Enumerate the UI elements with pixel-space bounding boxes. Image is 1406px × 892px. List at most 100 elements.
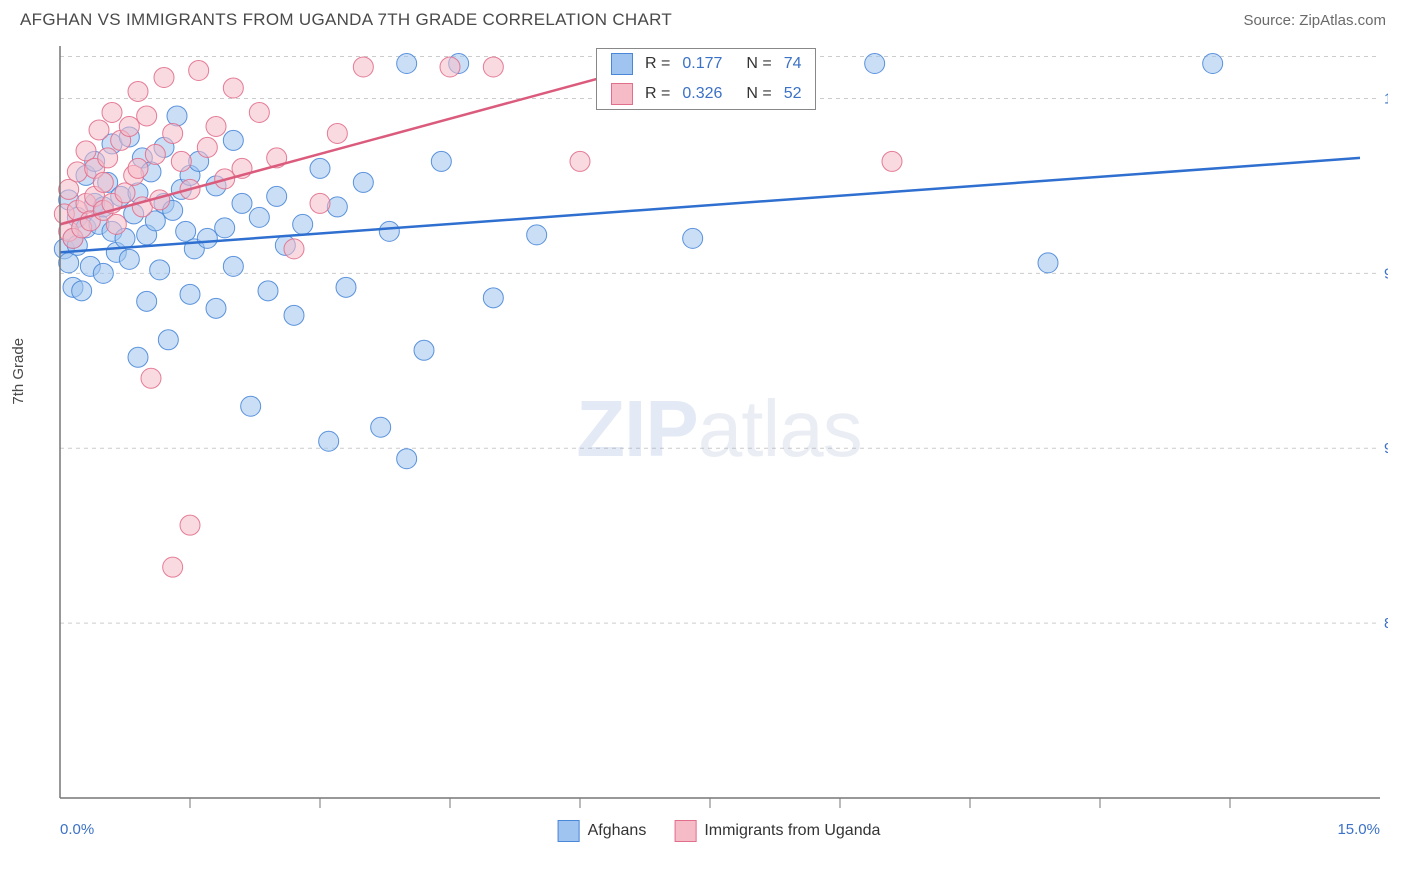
- legend-swatch: [674, 820, 696, 842]
- scatter-point-afghans: [483, 288, 503, 308]
- scatter-point-afghans: [1038, 253, 1058, 273]
- scatter-point-afghans: [527, 225, 547, 245]
- scatter-point-uganda: [154, 67, 174, 87]
- scatter-point-afghans: [167, 106, 187, 126]
- scatter-point-afghans: [336, 277, 356, 297]
- x-end-label: 15.0%: [1337, 821, 1380, 838]
- scatter-point-uganda: [171, 151, 191, 171]
- y-tick-label: 100.0%: [1384, 90, 1388, 107]
- scatter-point-uganda: [93, 172, 113, 192]
- scatter-point-afghans: [59, 253, 79, 273]
- stats-legend-row: R =0.177N =74: [597, 49, 815, 79]
- n-value: 52: [784, 85, 802, 103]
- scatter-point-afghans: [397, 449, 417, 469]
- scatter-point-uganda: [310, 193, 330, 213]
- scatter-point-afghans: [150, 260, 170, 280]
- scatter-point-afghans: [223, 256, 243, 276]
- bottom-legend-item: Afghans: [558, 820, 647, 842]
- y-tick-label: 95.0%: [1384, 265, 1388, 282]
- scatter-point-uganda: [353, 57, 373, 77]
- scatter-point-uganda: [440, 57, 460, 77]
- scatter-point-uganda: [223, 78, 243, 98]
- n-label: N =: [746, 55, 771, 73]
- scatter-point-afghans: [215, 218, 235, 238]
- r-label: R =: [645, 55, 670, 73]
- y-tick-label: 85.0%: [1384, 615, 1388, 632]
- scatter-point-afghans: [353, 172, 373, 192]
- scatter-point-uganda: [102, 102, 122, 122]
- scatter-point-afghans: [72, 281, 92, 301]
- scatter-point-uganda: [145, 144, 165, 164]
- scatter-point-afghans: [267, 186, 287, 206]
- scatter-point-uganda: [284, 239, 304, 259]
- scatter-point-afghans: [327, 197, 347, 217]
- scatter-point-afghans: [137, 291, 157, 311]
- scatter-point-uganda: [197, 137, 217, 157]
- legend-swatch: [611, 83, 633, 105]
- scatter-point-afghans: [176, 221, 196, 241]
- scatter-point-uganda: [59, 179, 79, 199]
- chart-title: AFGHAN VS IMMIGRANTS FROM UGANDA 7TH GRA…: [20, 10, 672, 30]
- scatter-point-uganda: [163, 557, 183, 577]
- scatter-point-uganda: [89, 120, 109, 140]
- scatter-point-uganda: [483, 57, 503, 77]
- scatter-point-afghans: [119, 249, 139, 269]
- scatter-point-uganda: [119, 116, 139, 136]
- scatter-point-afghans: [158, 330, 178, 350]
- scatter-point-afghans: [371, 417, 391, 437]
- y-tick-label: 90.0%: [1384, 440, 1388, 457]
- scatter-point-uganda: [163, 123, 183, 143]
- bottom-legend: AfghansImmigrants from Uganda: [558, 820, 881, 842]
- scatter-point-afghans: [414, 340, 434, 360]
- legend-swatch: [558, 820, 580, 842]
- scatter-point-afghans: [310, 158, 330, 178]
- scatter-point-uganda: [67, 162, 87, 182]
- scatter-point-afghans: [249, 207, 269, 227]
- scatter-point-uganda: [882, 151, 902, 171]
- scatter-point-uganda: [98, 148, 118, 168]
- scatter-point-uganda: [128, 158, 148, 178]
- scatter-point-uganda: [180, 515, 200, 535]
- x-start-label: 0.0%: [60, 821, 94, 838]
- scatter-point-afghans: [1203, 53, 1223, 73]
- scatter-point-uganda: [76, 141, 96, 161]
- header: AFGHAN VS IMMIGRANTS FROM UGANDA 7TH GRA…: [0, 0, 1406, 38]
- y-axis-label: 7th Grade: [10, 338, 27, 405]
- scatter-point-afghans: [865, 53, 885, 73]
- scatter-point-afghans: [128, 347, 148, 367]
- scatter-point-afghans: [241, 396, 261, 416]
- scatter-point-uganda: [115, 183, 135, 203]
- scatter-point-afghans: [258, 281, 278, 301]
- scatter-point-uganda: [141, 368, 161, 388]
- scatter-point-uganda: [570, 151, 590, 171]
- scatter-point-afghans: [206, 298, 226, 318]
- legend-swatch: [611, 53, 633, 75]
- scatter-point-uganda: [106, 214, 126, 234]
- scatter-point-uganda: [249, 102, 269, 122]
- scatter-point-uganda: [189, 60, 209, 80]
- scatter-point-afghans: [397, 53, 417, 73]
- scatter-point-afghans: [223, 130, 243, 150]
- scatter-point-afghans: [197, 228, 217, 248]
- n-label: N =: [746, 85, 771, 103]
- scatter-chart: 85.0% 90.0% 95.0% 100.0% 0.0% 15.0%: [50, 38, 1388, 838]
- scatter-point-afghans: [293, 214, 313, 234]
- scatter-point-uganda: [128, 81, 148, 101]
- r-value: 0.326: [682, 85, 734, 103]
- scatter-point-afghans: [431, 151, 451, 171]
- scatter-point-afghans: [319, 431, 339, 451]
- regression-line-uganda: [60, 60, 667, 224]
- legend-label: Afghans: [588, 822, 647, 840]
- r-label: R =: [645, 85, 670, 103]
- scatter-point-afghans: [284, 305, 304, 325]
- scatter-point-afghans: [180, 284, 200, 304]
- stats-legend-row: R = 0.326 N = 52: [597, 79, 815, 109]
- stats-legend: R =0.177N =74R =0.326N =52: [596, 48, 816, 110]
- chart-container: 7th Grade 85.0%90.0%95.0%100.0%0.0%15.0%…: [50, 38, 1388, 838]
- scatter-point-afghans: [93, 263, 113, 283]
- scatter-point-afghans: [232, 193, 252, 213]
- scatter-point-uganda: [206, 116, 226, 136]
- scatter-point-uganda: [137, 106, 157, 126]
- scatter-point-uganda: [327, 123, 347, 143]
- r-value: 0.177: [682, 55, 734, 73]
